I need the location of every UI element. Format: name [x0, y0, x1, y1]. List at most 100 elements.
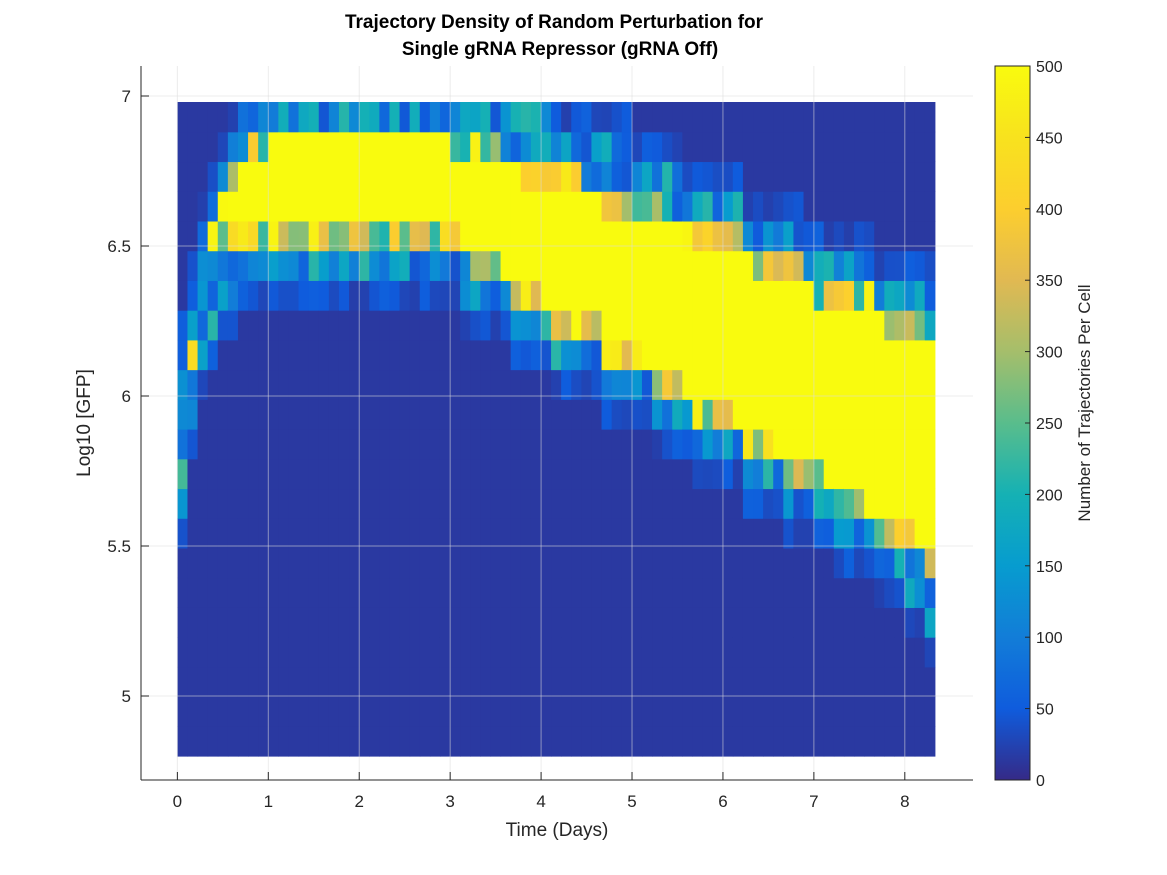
heatmap-cell: [682, 280, 694, 311]
heatmap-cell: [652, 726, 663, 757]
heatmap-cell: [924, 102, 936, 133]
heatmap-cell: [591, 577, 603, 608]
heatmap-cell: [551, 191, 562, 222]
heatmap-cell: [702, 250, 714, 281]
heatmap-cell: [601, 547, 613, 579]
heatmap-cell: [520, 250, 532, 281]
heatmap-cell: [530, 369, 542, 400]
heatmap-cell: [419, 547, 431, 579]
heatmap-cell: [601, 577, 613, 608]
heatmap-cell: [450, 518, 461, 549]
heatmap-cell: [227, 577, 239, 608]
heatmap-cell: [207, 577, 219, 608]
heatmap-cell: [864, 458, 875, 490]
heatmap-cell: [389, 161, 401, 192]
heatmap-cell: [803, 547, 815, 579]
heatmap-cell: [177, 458, 189, 490]
heatmap-cell: [904, 250, 916, 281]
heatmap-cell: [732, 577, 744, 608]
heatmap-cell: [510, 191, 522, 222]
heatmap-cell: [571, 280, 582, 311]
heatmap-cell: [631, 696, 643, 727]
heatmap-cell: [763, 399, 774, 430]
heatmap-cell: [389, 220, 401, 252]
heatmap-cell: [672, 310, 683, 341]
heatmap-cell: [359, 547, 370, 579]
heatmap-cell: [854, 607, 865, 638]
heatmap-cell: [207, 458, 219, 490]
heatmap-cell: [510, 161, 522, 192]
heatmap-cell: [652, 637, 663, 668]
heatmap-cell: [621, 458, 633, 490]
heatmap-cell: [298, 310, 310, 341]
heatmap-cell: [369, 161, 380, 192]
heatmap-cell: [854, 369, 865, 400]
x-tick-label: 3: [445, 792, 454, 811]
heatmap-cell: [914, 666, 926, 698]
heatmap-cell: [571, 102, 582, 133]
heatmap-cell: [389, 696, 401, 727]
heatmap-cell: [763, 339, 774, 371]
heatmap-cell: [379, 369, 391, 400]
heatmap-cell: [480, 161, 492, 192]
x-tick-label: 1: [264, 792, 273, 811]
heatmap-cell: [349, 429, 360, 460]
heatmap-cell: [692, 339, 704, 371]
heatmap-cell: [904, 161, 916, 192]
heatmap-cell: [712, 339, 724, 371]
heatmap-cell: [904, 220, 916, 252]
heatmap-cell: [652, 280, 663, 311]
heatmap-cell: [197, 458, 209, 490]
heatmap-cell: [914, 429, 926, 460]
heatmap-cell: [843, 310, 855, 341]
heatmap-cell: [490, 161, 502, 192]
heatmap-cell: [561, 102, 572, 133]
heatmap-cell: [692, 547, 704, 579]
heatmap-cell: [783, 339, 795, 371]
heatmap-cell: [773, 369, 784, 400]
heatmap-cell: [217, 102, 229, 133]
heatmap-cell: [551, 458, 562, 490]
heatmap-cell: [843, 250, 855, 281]
heatmap-cell: [338, 339, 350, 371]
heatmap-cell: [793, 726, 805, 757]
heatmap-cell: [227, 161, 239, 192]
heatmap-cell: [884, 131, 896, 163]
heatmap-cell: [783, 399, 795, 430]
heatmap-cell: [783, 191, 795, 222]
heatmap-cell: [530, 250, 542, 281]
heatmap-cell: [773, 696, 784, 727]
heatmap-cell: [894, 666, 906, 698]
heatmap-cell: [924, 666, 936, 698]
heatmap-cell: [682, 488, 694, 519]
heatmap-cell: [480, 726, 492, 757]
heatmap-cell: [258, 637, 269, 668]
heatmap-cell: [682, 161, 694, 192]
heatmap-cell: [429, 696, 441, 727]
heatmap-cell: [258, 102, 269, 133]
heatmap-cell: [480, 488, 492, 519]
heatmap-cell: [237, 666, 249, 698]
heatmap-cell: [177, 131, 189, 163]
heatmap-cell: [237, 339, 249, 371]
heatmap-cell: [369, 666, 380, 698]
heatmap-cell: [753, 666, 764, 698]
heatmap-cell: [298, 102, 310, 133]
heatmap-cell: [692, 458, 704, 490]
heatmap-cell: [338, 250, 350, 281]
heatmap-cell: [601, 220, 613, 252]
heatmap-cell: [591, 696, 603, 727]
heatmap-cell: [409, 696, 421, 727]
heatmap-cell: [662, 191, 673, 222]
heatmap-cell: [894, 607, 906, 638]
heatmap-cell: [833, 339, 845, 371]
heatmap-cell: [833, 102, 845, 133]
heatmap-cell: [450, 102, 461, 133]
heatmap-cell: [197, 607, 209, 638]
heatmap-cell: [591, 250, 603, 281]
heatmap-cell: [722, 399, 734, 430]
heatmap-cell: [702, 310, 714, 341]
heatmap-cell: [803, 399, 815, 430]
x-tick-label: 4: [536, 792, 545, 811]
heatmap-cell: [318, 637, 330, 668]
